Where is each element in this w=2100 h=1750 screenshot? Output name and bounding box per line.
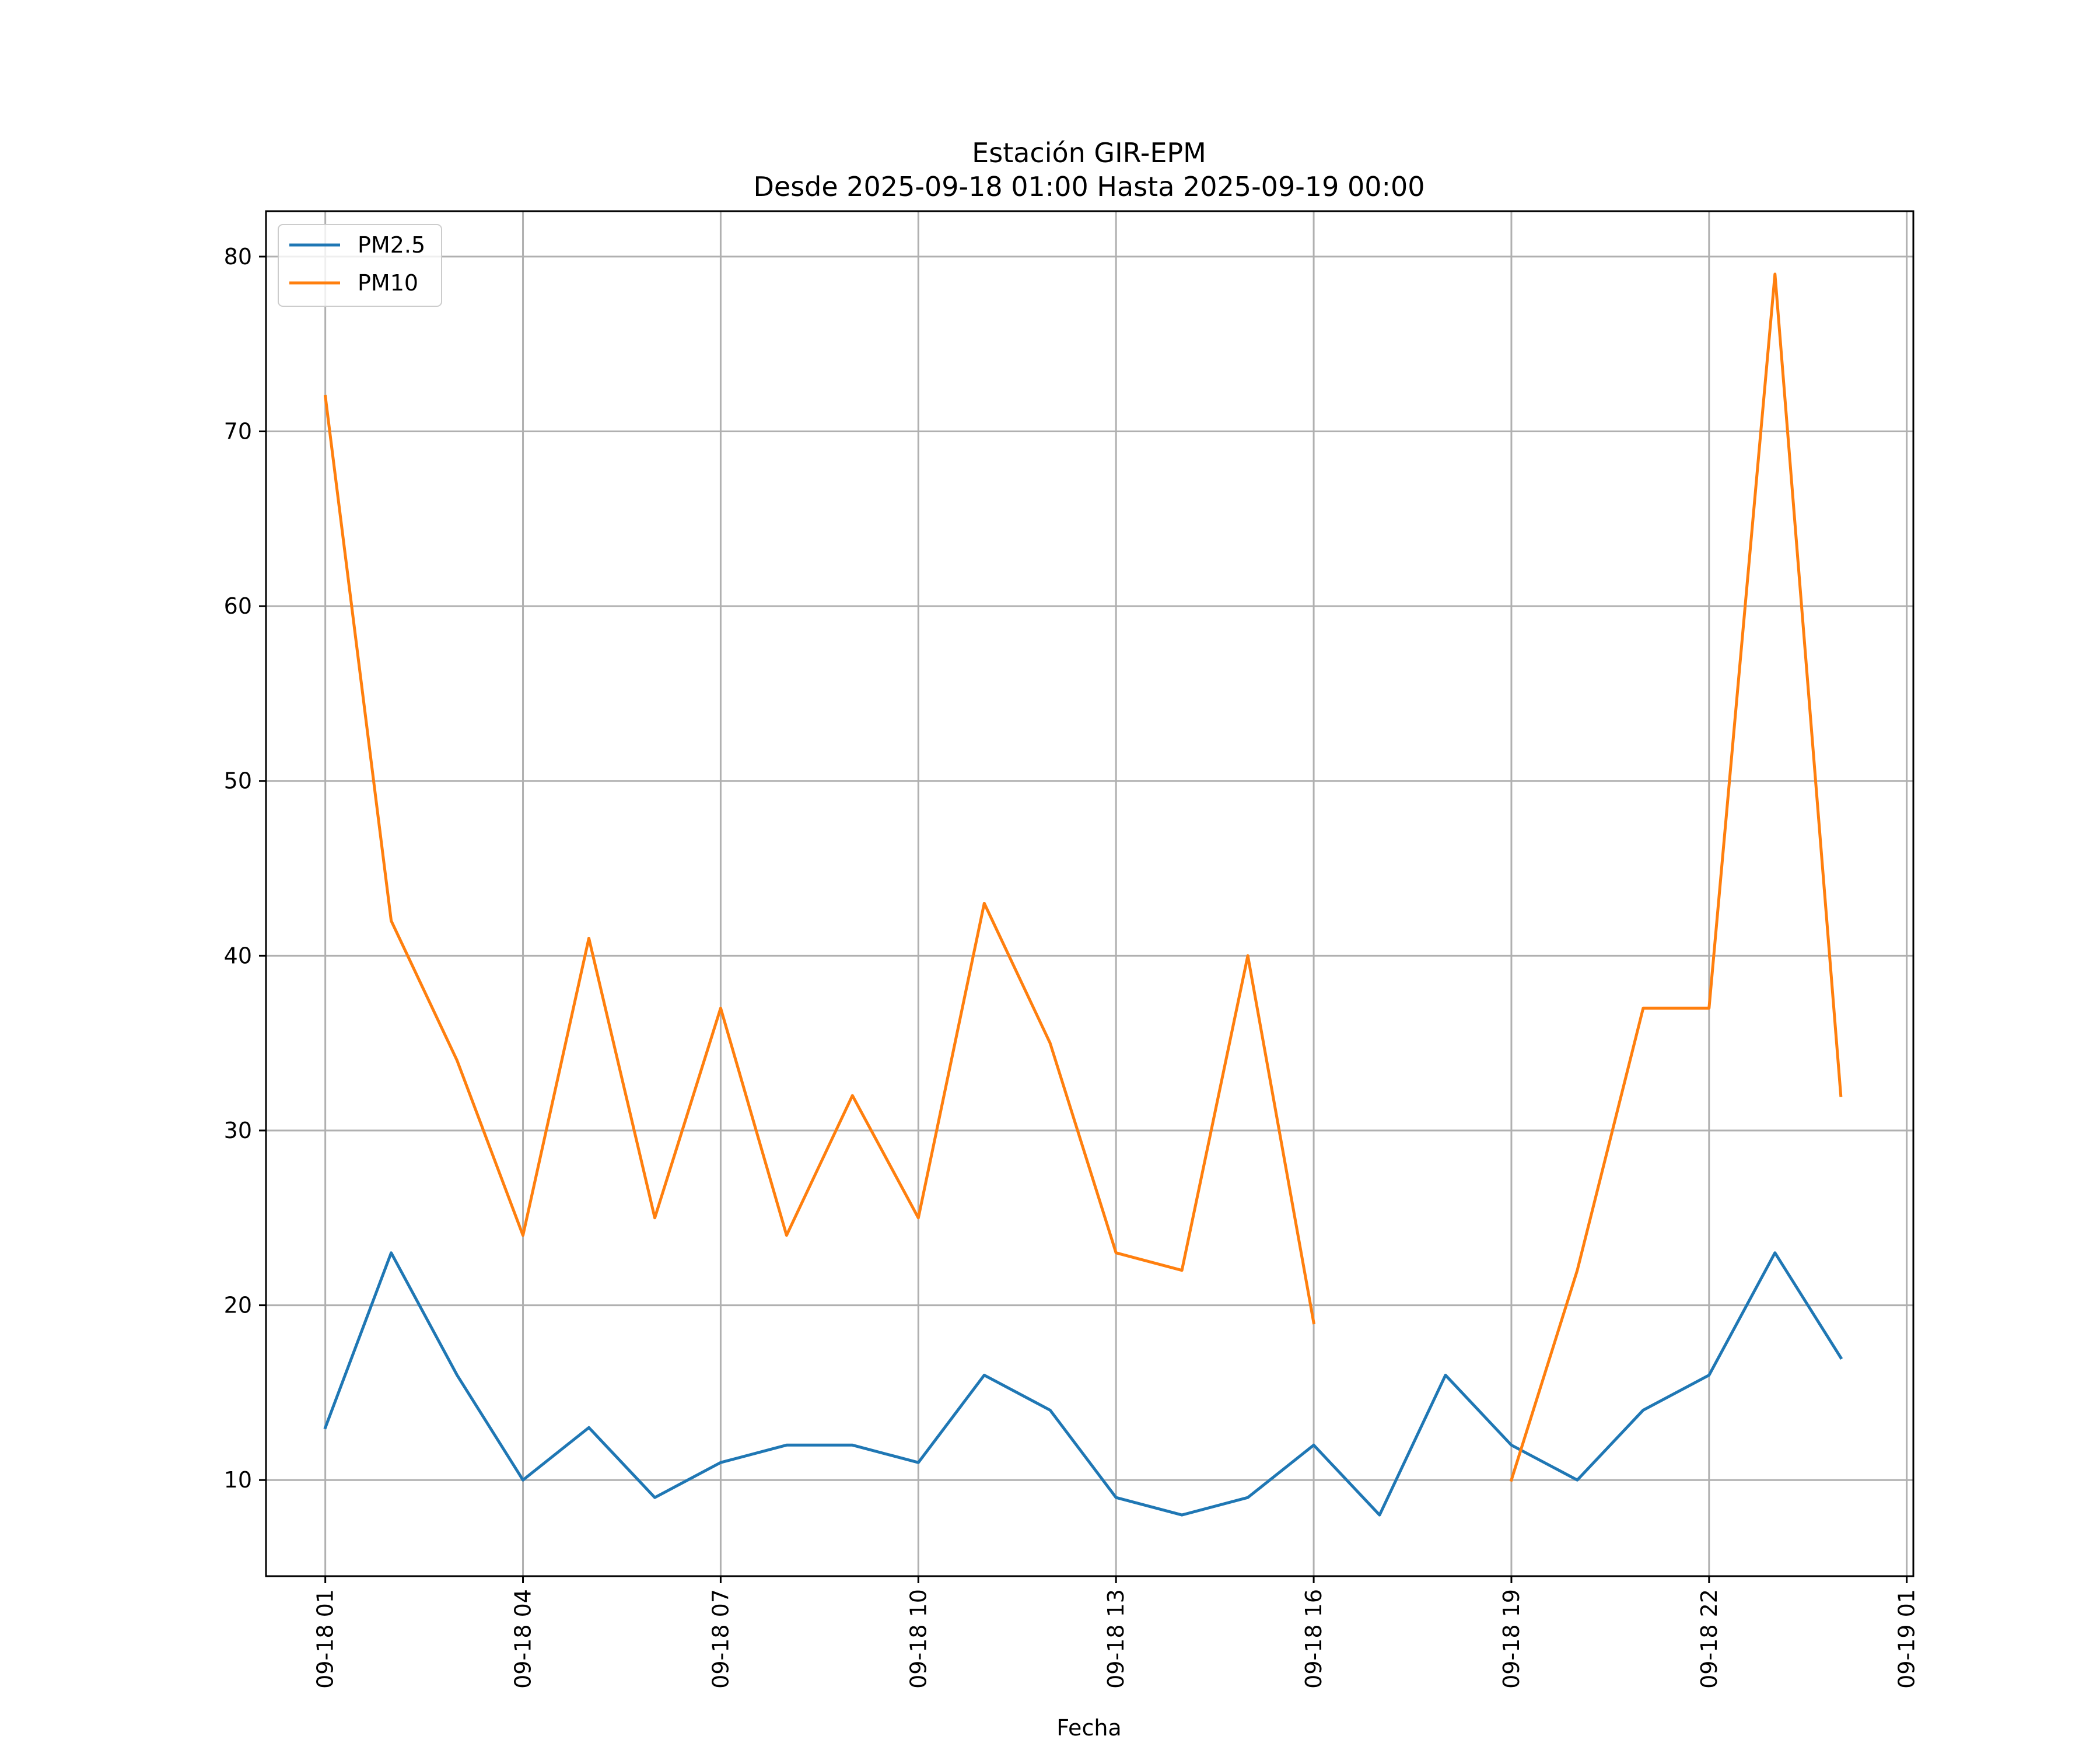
series-line-pm10 (323, 394, 1316, 1325)
chart-subtitle: Desde 2025-09-18 01:00 Hasta 2025-09-19 … (753, 171, 1424, 202)
y-tick-label: 40 (224, 943, 252, 968)
y-tick-label: 30 (224, 1118, 252, 1143)
y-tick-label: 10 (224, 1467, 252, 1493)
grid (266, 211, 1913, 1576)
plot-frame (265, 210, 1915, 1577)
y-tick-label: 80 (224, 244, 252, 270)
x-axis: 09-18 01 09-18 04 09-18 07 09-18 10 09-18 13… (313, 1576, 1920, 1689)
chart-title-group: Estación GIR-EPM Desde 2025-09-18 01:00 … (753, 137, 1424, 202)
x-tick-label: 09-18 01 (313, 1589, 338, 1689)
y-tick-label: 20 (224, 1293, 252, 1318)
y-tick-label: 70 (224, 419, 252, 444)
x-axis-label: Fecha (1056, 1715, 1121, 1741)
series-group (323, 272, 1843, 1517)
legend-label-pm25: PM2.5 (358, 232, 425, 258)
x-tick-label: 09-18 10 (905, 1589, 931, 1689)
y-axis: 10 20 30 40 50 60 70 80 (224, 244, 266, 1493)
legend: PM2.5 PM10 (278, 224, 442, 307)
x-tick-label: 09-18 07 (708, 1589, 733, 1689)
x-tick-label: 09-18 04 (510, 1589, 536, 1689)
legend-label-pm10: PM10 (358, 270, 418, 296)
x-tick-label: 09-18 13 (1103, 1589, 1129, 1689)
chart-title: Estación GIR-EPM (972, 137, 1206, 169)
x-tick-label: 09-19 01 (1894, 1589, 1920, 1689)
y-tick-label: 50 (224, 768, 252, 794)
y-tick-label: 60 (224, 593, 252, 619)
series-line-pm10 (1509, 272, 1843, 1482)
x-tick-label: 09-18 16 (1301, 1589, 1326, 1689)
x-tick-label: 09-18 19 (1499, 1589, 1524, 1689)
x-tick-label: 09-18 22 (1696, 1589, 1722, 1689)
series-line-pm25 (323, 1251, 1843, 1517)
